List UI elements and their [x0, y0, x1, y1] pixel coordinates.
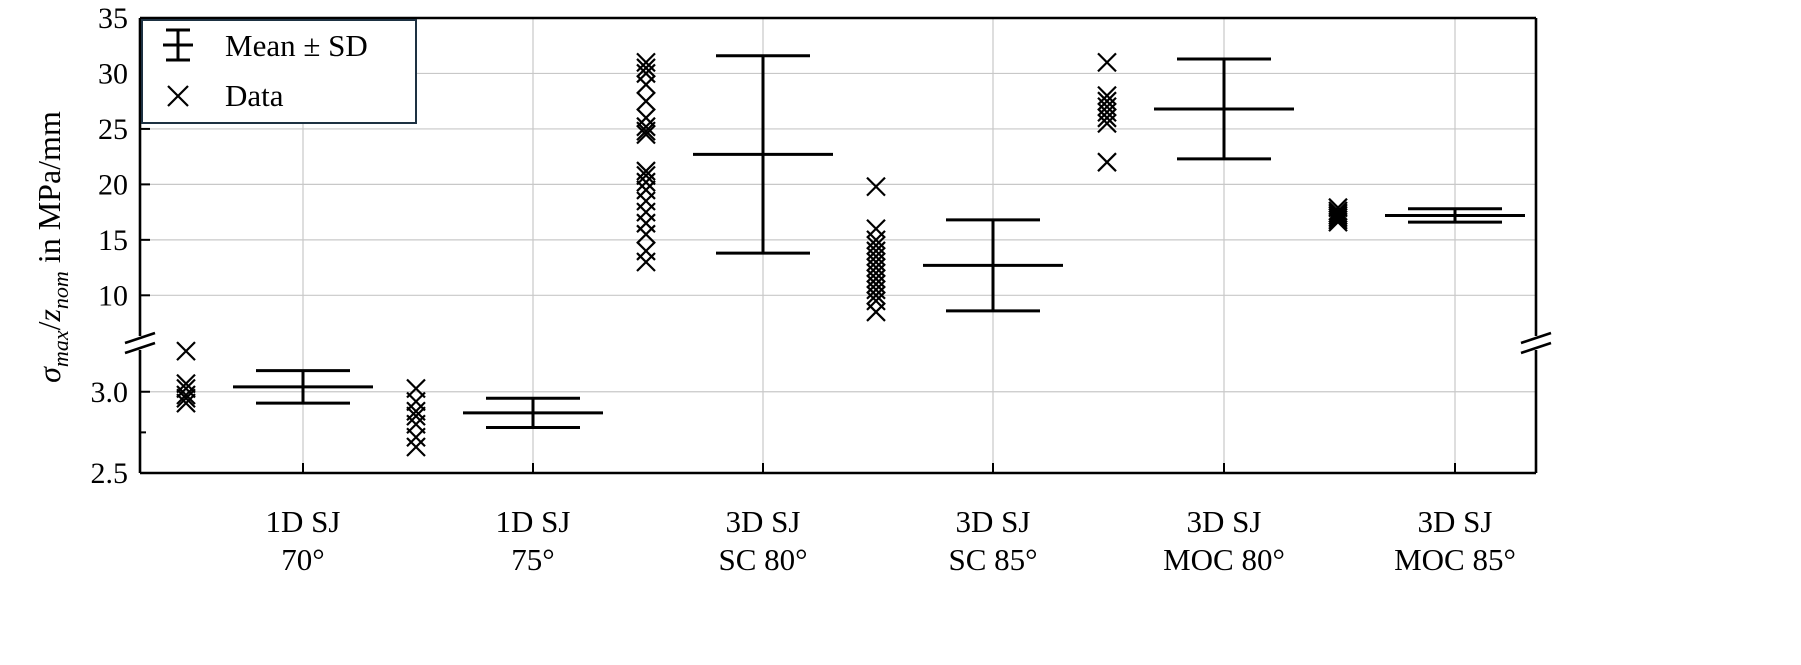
y-tick-label: 20	[98, 168, 128, 201]
data-point	[406, 437, 426, 457]
y-tick-label: 25	[98, 113, 128, 146]
data-point	[866, 302, 886, 322]
y-tick-label: 10	[98, 279, 128, 312]
data-point	[636, 224, 656, 245]
y-axis-label: σmax/znom in MPa/mm	[31, 111, 73, 383]
legend-x-symbol	[167, 85, 189, 107]
data-point	[636, 74, 656, 95]
data-point	[636, 91, 656, 111]
x-tick-label: 3D SJ SC 80°	[718, 504, 807, 577]
data-point	[406, 427, 426, 448]
data-point	[636, 124, 656, 145]
data-point	[1328, 205, 1348, 226]
y-tick-label: 2.5	[91, 457, 129, 490]
legend-errorbar-symbol	[163, 28, 193, 62]
error-bar	[463, 396, 603, 429]
error-bar	[923, 218, 1063, 313]
data-point	[866, 285, 886, 306]
error-bar	[233, 369, 373, 405]
data-point	[1328, 203, 1348, 223]
data-point	[1328, 212, 1348, 232]
data-point	[1097, 113, 1117, 134]
data-point	[1097, 152, 1117, 172]
data-point	[1097, 52, 1117, 73]
legend: Mean ± SD Data	[141, 19, 417, 124]
error-bar	[693, 54, 833, 255]
legend-entry-data: Data	[225, 78, 284, 113]
axis-break-marker	[124, 331, 156, 355]
x-tick-label: 1D SJ 70°	[266, 504, 341, 577]
x-tick-label: 3D SJ SC 85°	[948, 504, 1037, 577]
y-tick-label: 3.0	[91, 376, 129, 409]
data-point	[636, 165, 656, 186]
data-point	[406, 391, 426, 412]
data-marks	[176, 52, 1525, 457]
data-point	[636, 252, 656, 272]
data-point	[176, 385, 196, 405]
data-point	[636, 172, 656, 192]
x-tick-label: 1D SJ 75°	[496, 504, 571, 577]
data-point	[176, 341, 196, 361]
axis-break-marker	[1520, 331, 1552, 355]
data-point	[176, 388, 196, 409]
data-point	[176, 393, 196, 413]
data-point	[1328, 210, 1348, 230]
data-point	[1328, 207, 1348, 228]
error-bar	[1154, 57, 1294, 161]
data-point	[636, 121, 656, 141]
y-tick-label: 15	[98, 224, 128, 257]
error-bar	[1385, 207, 1525, 224]
y-tick-label: 30	[98, 57, 128, 90]
data-point	[866, 176, 886, 197]
data-point	[406, 406, 426, 426]
axes: 2.5 3.0 10 15 20 25 30 35 1D SJ 70° 1D SJ 75° 3D SJ S…	[91, 2, 1552, 577]
x-tick-label: 3D SJ MOC 85°	[1394, 504, 1516, 577]
data-point	[636, 58, 656, 78]
y-tick-label: 35	[98, 2, 128, 35]
legend-entry-mean-sd: Mean ± SD	[225, 28, 368, 63]
data-point	[636, 116, 656, 137]
data-point	[176, 378, 196, 399]
x-tick-label: 3D SJ MOC 80°	[1163, 504, 1285, 577]
data-point	[1097, 108, 1117, 128]
